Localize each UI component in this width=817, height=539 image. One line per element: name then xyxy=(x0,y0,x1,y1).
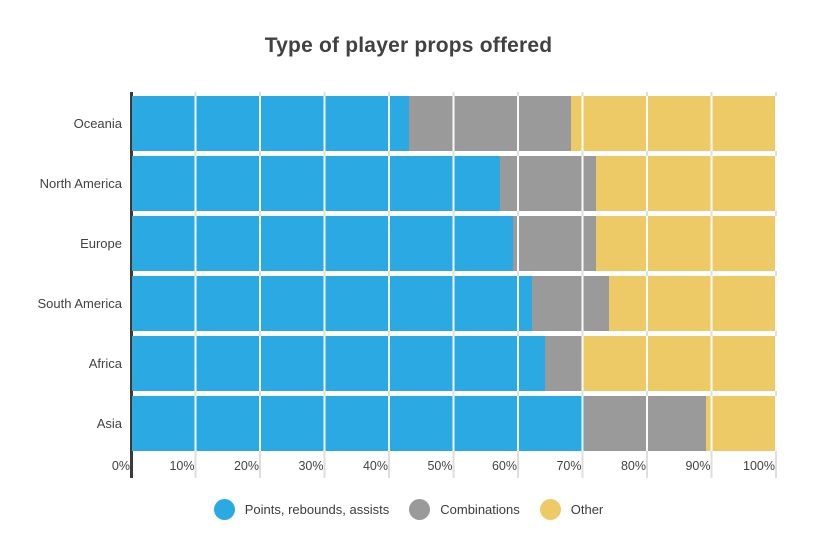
bar-segment[interactable] xyxy=(531,276,610,331)
bar-segment[interactable] xyxy=(512,216,597,271)
bar-row xyxy=(132,396,777,451)
bar-segment[interactable] xyxy=(570,96,777,151)
bar-segment[interactable] xyxy=(596,216,777,271)
bar-segment[interactable] xyxy=(132,276,532,331)
legend-label: Combinations xyxy=(440,502,520,517)
bar-segment[interactable] xyxy=(583,336,777,391)
legend-dot-icon xyxy=(409,499,431,520)
x-tick-label: 100% xyxy=(743,459,775,473)
bar-segment[interactable] xyxy=(409,96,571,151)
bar-segment[interactable] xyxy=(132,216,513,271)
x-tick-label: 60% xyxy=(491,459,517,473)
x-tick-label: 80% xyxy=(620,459,646,473)
bar-row xyxy=(132,96,777,151)
legend-label: Other xyxy=(570,502,604,517)
bar-segment[interactable] xyxy=(706,396,777,451)
category-label: Asia xyxy=(96,416,122,431)
bar-row xyxy=(132,156,777,211)
legend-item[interactable]: Other xyxy=(539,499,604,520)
bar-segment[interactable] xyxy=(132,396,584,451)
y-axis-line xyxy=(130,92,133,478)
bar-segment[interactable] xyxy=(499,156,597,211)
x-tick-label: 50% xyxy=(427,459,453,473)
bar-segment[interactable] xyxy=(132,96,410,151)
x-tick-label: 90% xyxy=(685,459,711,473)
x-tick-label: 70% xyxy=(556,459,582,473)
category-label: South America xyxy=(37,296,122,311)
bar-segment[interactable] xyxy=(132,336,545,391)
bar-segment[interactable] xyxy=(132,156,500,211)
bar-segment[interactable] xyxy=(609,276,777,331)
category-label: North America xyxy=(39,176,122,191)
chart-title: Type of player props offered xyxy=(264,34,553,57)
x-tick-label: 10% xyxy=(169,459,195,473)
category-label: Africa xyxy=(88,356,122,371)
bar-segment[interactable] xyxy=(596,156,777,211)
category-label: Oceania xyxy=(73,116,122,131)
x-tick-label: 0% xyxy=(111,459,130,473)
legend-dot-icon xyxy=(539,499,561,520)
category-label: Europe xyxy=(80,236,122,251)
legend: Points, rebounds, assists Combinations Oth… xyxy=(0,499,817,520)
legend-label: Points, rebounds, assists xyxy=(244,502,390,517)
bar-row xyxy=(132,216,777,271)
bar-row xyxy=(132,276,777,331)
bar-segment[interactable] xyxy=(544,336,584,391)
legend-dot-icon xyxy=(213,499,235,520)
legend-item[interactable]: Points, rebounds, assists xyxy=(213,499,390,520)
legend-item[interactable]: Combinations xyxy=(409,499,520,520)
x-tick-label: 20% xyxy=(233,459,259,473)
bar-row xyxy=(132,336,777,391)
bar-segment[interactable] xyxy=(583,396,707,451)
x-tick-label: 40% xyxy=(362,459,388,473)
x-tick-label: 30% xyxy=(298,459,324,473)
